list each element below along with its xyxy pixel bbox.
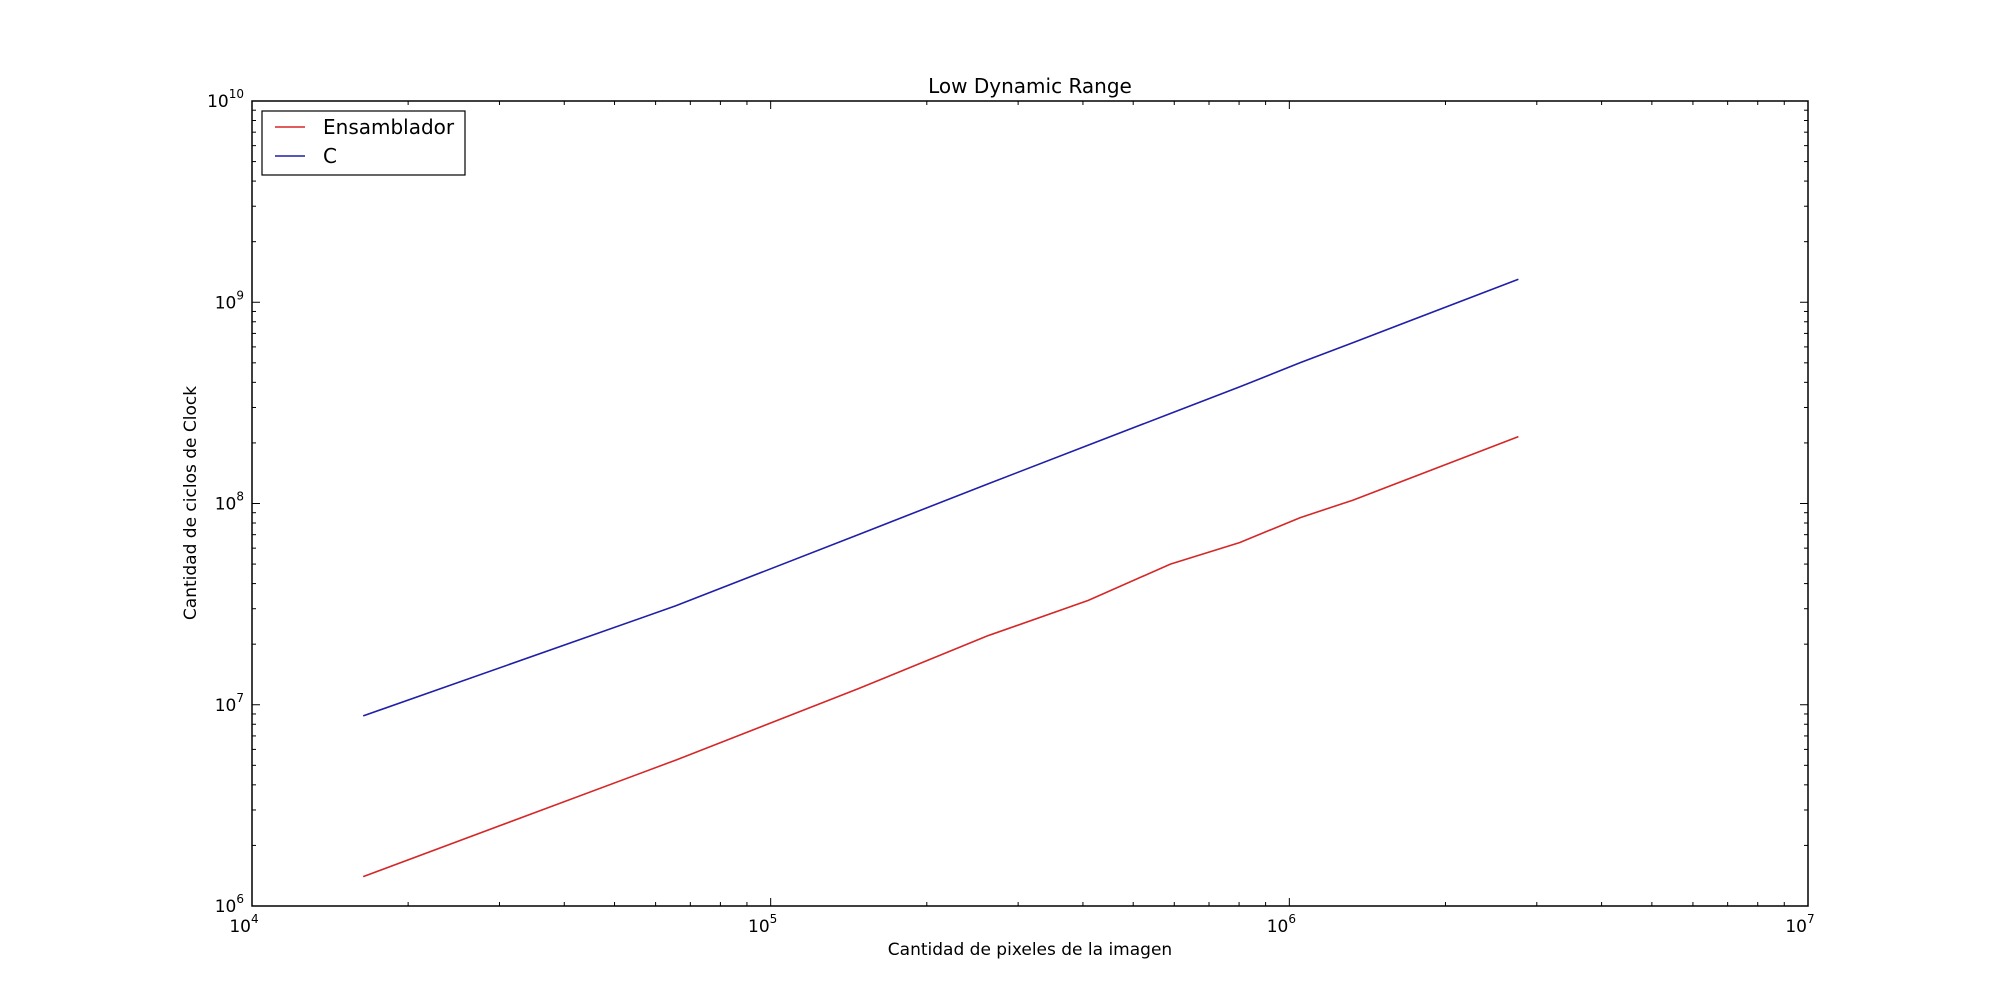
chart-title: Low Dynamic Range: [928, 74, 1132, 98]
x-tick-label: 107: [1785, 912, 1814, 937]
legend-box: [261, 110, 466, 176]
legend-label-ensamblador: Ensamblador: [323, 115, 455, 139]
series-line-ensamblador: [362, 435, 1519, 878]
legend: Ensamblador C: [261, 110, 466, 176]
y-tick-label: 1010: [207, 87, 244, 112]
plot-frame: [251, 100, 1809, 907]
x-tick-label: 104: [229, 912, 258, 937]
y-axis-title: Cantidad de ciclos de Clock: [181, 386, 201, 620]
series-layer: [362, 278, 1519, 878]
series-line-c: [362, 278, 1519, 717]
y-tick-label: 107: [215, 691, 244, 716]
y-tick-label: 106: [215, 892, 244, 917]
x-tick-label: 105: [748, 912, 777, 937]
tick-label-layer: 104 105 106 107 106 107 108 109 1010: [207, 87, 1815, 937]
x-axis-title: Cantidad de pixeles de la imagen: [888, 940, 1172, 960]
y-tick-label: 109: [215, 288, 244, 313]
legend-label-c: C: [323, 144, 337, 168]
tick-layer: [251, 101, 1808, 907]
x-tick-label: 106: [1267, 912, 1296, 937]
y-tick-label: 108: [215, 490, 244, 515]
